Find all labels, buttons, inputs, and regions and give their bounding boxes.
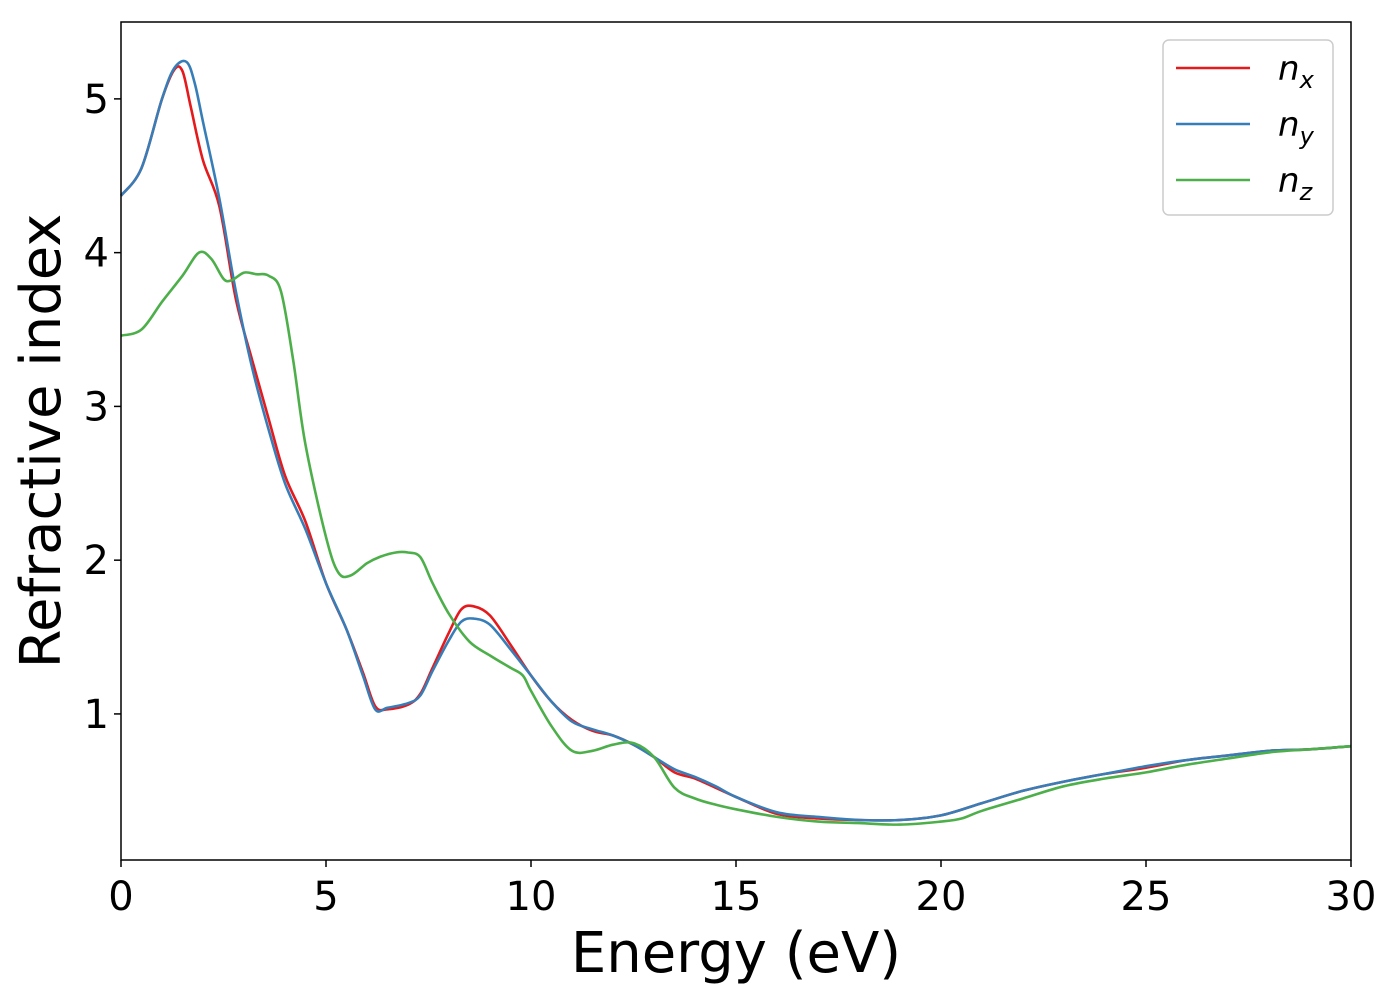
legend: nx ny nz — [1162, 39, 1334, 216]
x-axis: 0 5 10 15 20 25 30 — [108, 860, 1376, 920]
x-tick-label: 5 — [313, 874, 338, 920]
y-tick-label: 1 — [84, 692, 109, 738]
x-tick-label: 10 — [506, 874, 557, 920]
legend-label-nz: nz — [1278, 161, 1314, 206]
y-tick-label: 5 — [84, 77, 109, 123]
x-tick-label: 0 — [108, 874, 133, 920]
legend-label-nx: nx — [1278, 49, 1315, 94]
y-axis-title: Refractive index — [9, 214, 74, 669]
plot-background — [121, 22, 1351, 860]
y-tick-label: 4 — [84, 231, 109, 277]
y-tick-label: 2 — [84, 538, 109, 584]
x-tick-label: 30 — [1326, 874, 1377, 920]
legend-label-ny: ny — [1278, 105, 1315, 150]
series-layer — [119, 59, 1352, 826]
legend-box — [1162, 39, 1334, 216]
x-tick-label: 15 — [711, 874, 762, 920]
x-axis-title: Energy (eV) — [571, 921, 901, 986]
y-tick-label: 3 — [84, 384, 109, 430]
series-line-nz — [120, 250, 1352, 826]
series-line-ny — [119, 59, 1352, 822]
y-axis: 1 2 3 4 5 — [84, 77, 121, 738]
x-tick-label: 20 — [916, 874, 967, 920]
x-tick-label: 25 — [1121, 874, 1172, 920]
legend-entries: nx ny nz — [1176, 49, 1315, 206]
